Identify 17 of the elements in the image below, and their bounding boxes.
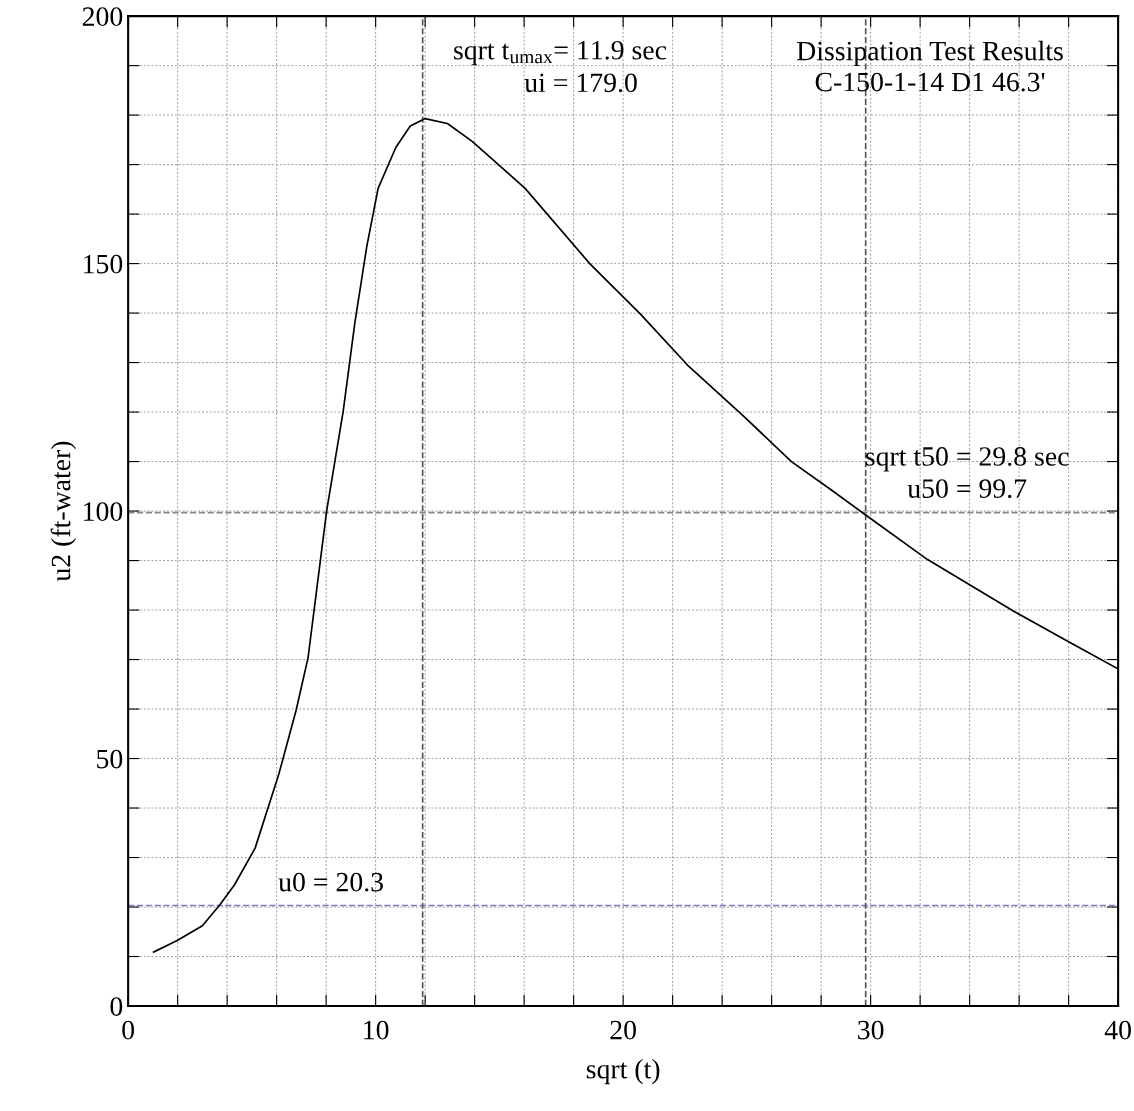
ref-line-label: sqrt t50 = 29.8 sec [865,447,1069,472]
y-tick-label: 50 [97,749,123,769]
ref-line-label: sqrt t$_{umax}$= 11.9 sec [454,40,667,66]
x-tick-label: 10 [364,1020,389,1040]
annotation: u50 = 99.7 [907,479,1027,499]
y-tick-label: 200 [82,7,123,27]
x-tick-label: 40 [1104,1020,1131,1040]
x-tick-label: 30 [858,1020,884,1040]
x-axis-title: sqrt (t) [586,1058,660,1085]
y-tick-label: 0 [110,997,123,1016]
y-axis-title: u2 (ft-water) [50,441,77,582]
text: Dissipation Test Results C-150-1-14 D1 46.3' [797,40,1063,92]
ref-line-label: u0 = 20.3 [278,872,383,892]
annotation: ui = 179.0 [524,73,637,93]
y-tick-label: 100 [84,502,123,521]
y-tick-label: 150 [84,254,123,274]
x-tick-label: 20 [610,1020,636,1040]
